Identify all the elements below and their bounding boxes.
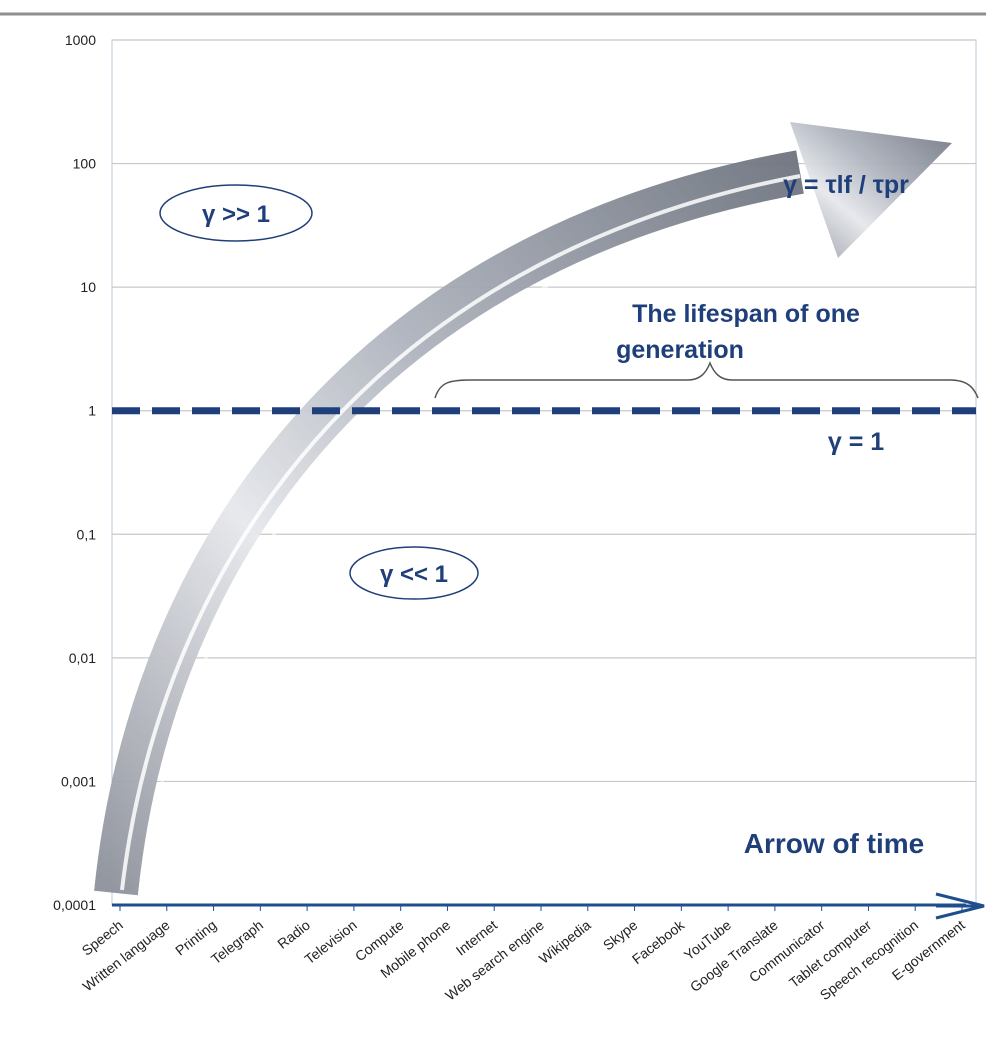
- y-tick-label: 0,001: [61, 773, 96, 789]
- y-tick-labels: 1000 100 10 1 0,1 0,01 0,001 0,0001: [53, 32, 96, 913]
- y-tick-label: 1000: [65, 32, 96, 48]
- x-tick-marks: [119, 905, 963, 911]
- growth-arrow: [94, 122, 952, 896]
- category-label: Facebook: [629, 916, 688, 967]
- y-tick-label: 0,01: [69, 650, 96, 666]
- brace-label-line2: generation: [616, 336, 744, 364]
- y-tick-label: 0,1: [77, 526, 97, 542]
- category-label: Telegraph: [208, 917, 266, 967]
- arrow-formula-label: γ = τlf / τpr: [783, 171, 909, 199]
- generation-brace: [434, 360, 979, 399]
- category-label: Skype: [600, 917, 641, 954]
- x-arrow-label: Arrow of time: [744, 828, 924, 859]
- upper-region-ellipse: [159, 184, 313, 242]
- y-tick-label: 100: [73, 156, 97, 172]
- category-label: Written language: [80, 917, 173, 995]
- upper-region-label: γ >> 1: [202, 201, 270, 228]
- brace-label-line1: The lifespan of one: [632, 300, 860, 328]
- lower-region-label: γ << 1: [380, 561, 448, 588]
- category-label: Radio: [274, 917, 313, 952]
- y-tick-label: 1: [88, 403, 96, 419]
- reference-line-label: γ = 1: [828, 428, 884, 456]
- y-tick-label: 0,0001: [53, 897, 96, 913]
- y-tick-label: 10: [80, 279, 96, 295]
- lower-region-ellipse: [349, 546, 479, 600]
- category-label: Television: [301, 917, 359, 967]
- category-label: Wikipedia: [536, 917, 594, 967]
